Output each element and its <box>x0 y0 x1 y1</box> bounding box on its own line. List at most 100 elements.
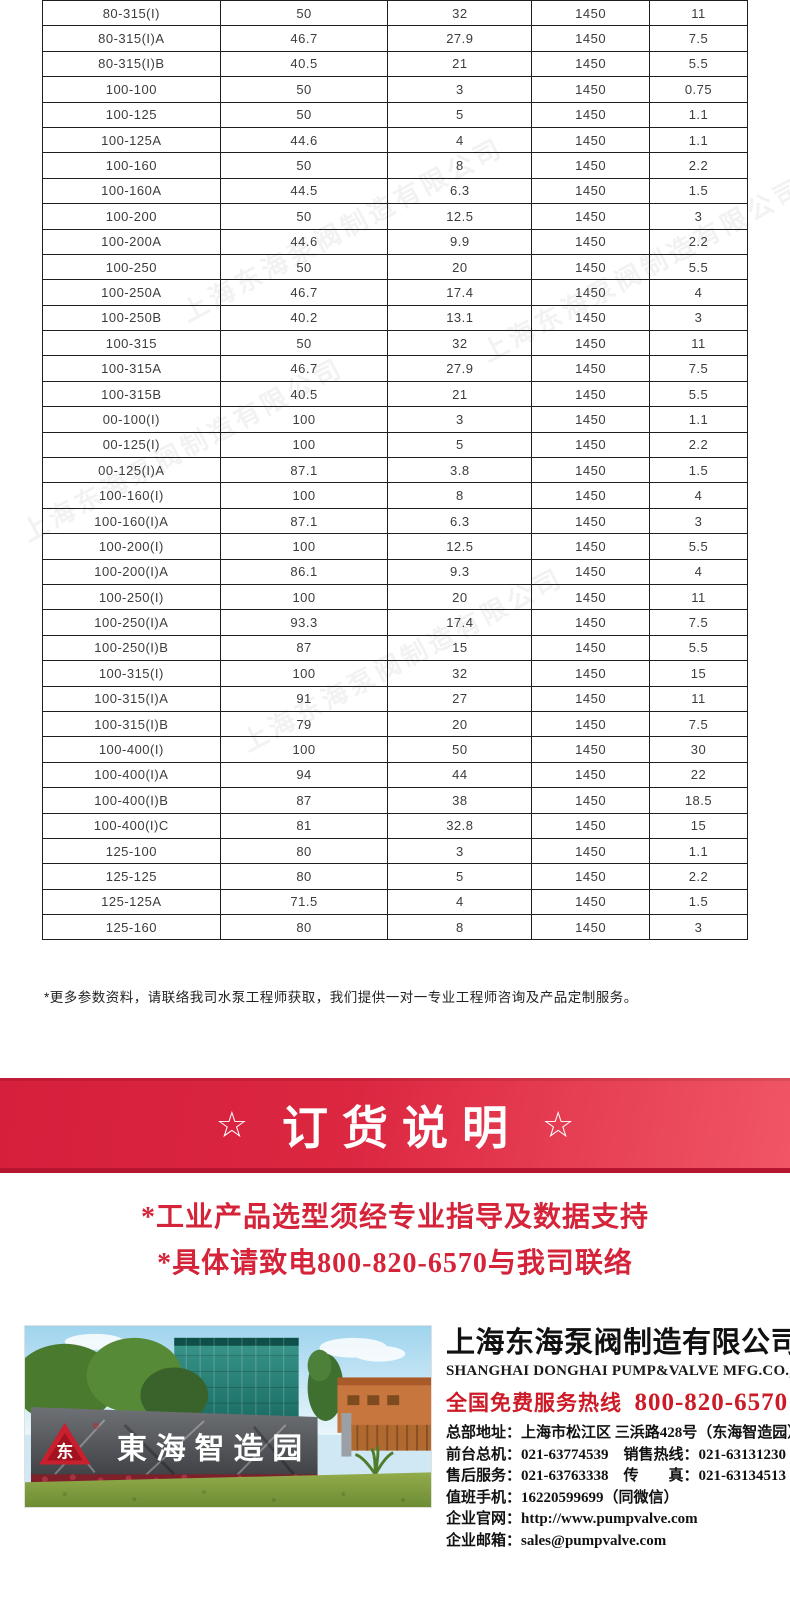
table-cell: 44.6 <box>219 228 389 255</box>
table-cell: 5.5 <box>648 380 749 408</box>
table-cell: 100 <box>219 736 389 763</box>
table-cell: 32 <box>387 660 533 687</box>
table-cell: 11 <box>648 685 749 712</box>
table-cell: 1450 <box>531 558 650 585</box>
table-cell: 1450 <box>531 228 650 255</box>
table-cell: 71.5 <box>219 888 389 916</box>
company-logo: 东 ® <box>38 1421 100 1465</box>
table-cell: 15 <box>648 812 749 839</box>
table-cell: 40.2 <box>219 304 389 332</box>
table-cell: 50 <box>387 736 533 763</box>
table-row: 100-200 50 12.5 1450 3 <box>42 203 749 230</box>
company-name-en: SHANGHAI DONGHAI PUMP&VALVE MFG.CO.,LTD. <box>446 1363 790 1380</box>
table-row: 100-315(I)A 91 27 1450 11 <box>42 685 749 712</box>
table-cell: 3.8 <box>387 457 533 484</box>
notice-line: *具体请致电800-820-6570与我司联络 <box>157 1248 633 1280</box>
table-cell: 4 <box>648 482 749 509</box>
table-cell: 1450 <box>531 685 650 712</box>
table-cell: 1450 <box>531 380 650 408</box>
table-cell: 4 <box>387 888 533 916</box>
table-cell: 1450 <box>531 482 650 509</box>
table-cell: 100-315(I) <box>42 660 221 687</box>
table-cell: 100-160(I) <box>42 482 221 509</box>
table-cell: 1.5 <box>648 177 749 205</box>
table-cell: 20 <box>387 253 533 281</box>
table-cell: 2.2 <box>648 228 749 255</box>
contact-line: 售后服务：021-63763338 传 真：021-63134513 <box>446 1468 786 1485</box>
table-cell: 100 <box>219 406 389 433</box>
trees <box>25 1338 344 1424</box>
table-cell: 15 <box>648 660 749 687</box>
cycad-plant <box>354 1446 394 1476</box>
table-cell: 32.8 <box>387 812 533 839</box>
table-cell: 125-160 <box>42 914 221 941</box>
table-cell: 1450 <box>531 457 650 484</box>
table-cell: 46.7 <box>219 355 389 382</box>
table-cell: 91 <box>219 685 389 712</box>
table-cell: 30 <box>648 736 749 763</box>
table-row: 100-400(I)C 81 32.8 1450 15 <box>42 812 749 839</box>
table-cell: 2.2 <box>648 431 749 459</box>
contact-line: 企业官网：http://www.pumpvalve.com <box>446 1511 698 1528</box>
table-cell: 4 <box>648 558 749 585</box>
table-cell: 5 <box>387 101 533 128</box>
table-cell: 1450 <box>531 634 650 662</box>
table-cell: 32 <box>387 0 533 27</box>
table-row: 00-100(I) 100 3 1450 1.1 <box>42 406 749 433</box>
table-cell: 5 <box>387 863 533 890</box>
table-cell: 80 <box>219 863 389 890</box>
table-cell: 100-160 <box>42 152 221 179</box>
table-cell: 1450 <box>531 736 650 763</box>
table-row: 00-125(I)A 87.1 3.8 1450 1.5 <box>42 457 749 484</box>
table-cell: 1450 <box>531 177 650 205</box>
table-cell: 5.5 <box>648 634 749 662</box>
table-cell: 21 <box>387 50 533 78</box>
table-row: 100-315B 40.5 21 1450 5.5 <box>42 380 749 408</box>
table-cell: 81 <box>219 812 389 839</box>
table-cell: 100-200(I)A <box>42 558 221 585</box>
table-cell: 125-125 <box>42 863 221 890</box>
contact-lines: 总部地址：上海市松江区 三浜路428号（东海智造园） 前台总机：021-63774… <box>446 1423 790 1552</box>
star-icon: ☆ <box>215 1103 248 1145</box>
table-cell: 125-125A <box>42 888 221 916</box>
registered-mark: ® <box>93 1421 100 1431</box>
orange-building <box>337 1377 431 1434</box>
table-cell: 3 <box>387 837 533 865</box>
table-cell: 100-400(I)C <box>42 812 221 839</box>
table-cell: 13.1 <box>387 304 533 332</box>
table-cell: 100-315(I)A <box>42 685 221 712</box>
table-cell: 17.4 <box>387 279 533 306</box>
table-cell: 11 <box>648 583 749 611</box>
table-cell: 1450 <box>531 279 650 306</box>
table-cell: 6.3 <box>387 507 533 535</box>
table-cell: 94 <box>219 761 389 789</box>
table-cell: 1450 <box>531 507 650 535</box>
table-row: 100-100 50 3 1450 0.75 <box>42 76 749 103</box>
table-cell: 50 <box>219 330 389 357</box>
table-cell: 4 <box>648 279 749 306</box>
table-cell: 00-125(I) <box>42 431 221 459</box>
table-row: 100-250B 40.2 13.1 1450 3 <box>42 304 749 332</box>
table-cell: 100-160A <box>42 177 221 205</box>
table-cell: 87 <box>219 634 389 662</box>
table-cell: 40.5 <box>219 50 389 78</box>
company-info: 上海东海泵阀制造有限公司 SHANGHAI DONGHAI PUMP&VALVE… <box>432 1325 790 1552</box>
table-cell: 11 <box>648 330 749 357</box>
table-cell: 46.7 <box>219 279 389 306</box>
table-cell: 0.75 <box>648 76 749 103</box>
table-cell: 44.5 <box>219 177 389 205</box>
table-cell: 00-125(I)A <box>42 457 221 484</box>
notice-block: *工业产品选型须经专业指导及数据支持 *具体请致电800-820-6570与我司… <box>0 1195 790 1287</box>
table-cell: 1450 <box>531 50 650 78</box>
table-cell: 100-400(I)A <box>42 761 221 789</box>
table-row: 80-315(I)A 46.7 27.9 1450 7.5 <box>42 25 749 52</box>
table-cell: 1450 <box>531 203 650 230</box>
service-hotline: 全国免费服务热线 800-820-6570 <box>446 1387 790 1417</box>
table-row: 100-125A 44.6 4 1450 1.1 <box>42 126 749 154</box>
star-icon: ☆ <box>542 1103 575 1145</box>
table-cell: 7.5 <box>648 609 749 636</box>
table-cell: 1450 <box>531 25 650 52</box>
table-cell: 50 <box>219 76 389 103</box>
table-row: 100-400(I)A 94 44 1450 22 <box>42 761 749 789</box>
table-cell: 1450 <box>531 863 650 890</box>
